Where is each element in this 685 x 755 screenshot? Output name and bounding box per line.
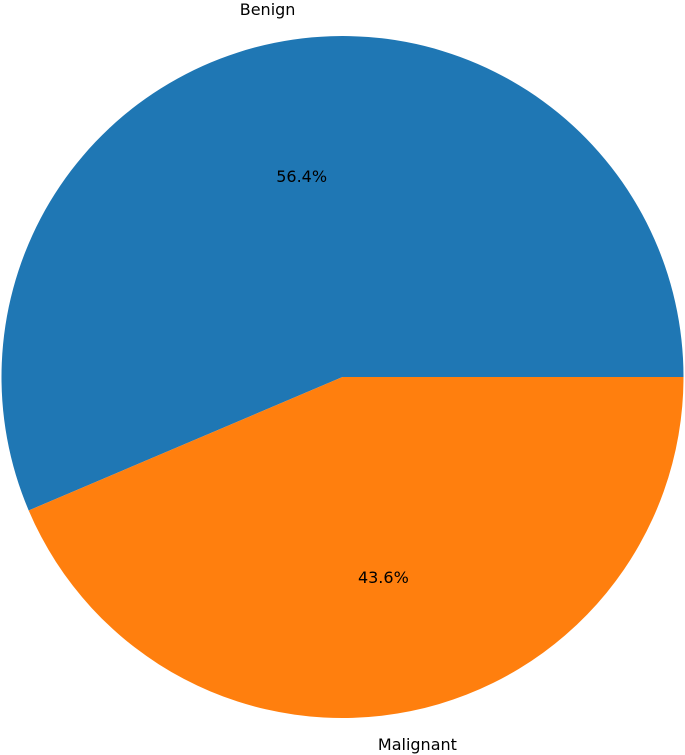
pie-slice-benign xyxy=(1,36,684,511)
category-label-benign: Benign xyxy=(240,0,296,19)
pie-slice-malignant xyxy=(28,377,684,719)
percent-label-malignant: 43.6% xyxy=(358,568,409,587)
percent-label-benign: 56.4% xyxy=(276,167,327,186)
category-label-malignant: Malignant xyxy=(378,735,457,754)
